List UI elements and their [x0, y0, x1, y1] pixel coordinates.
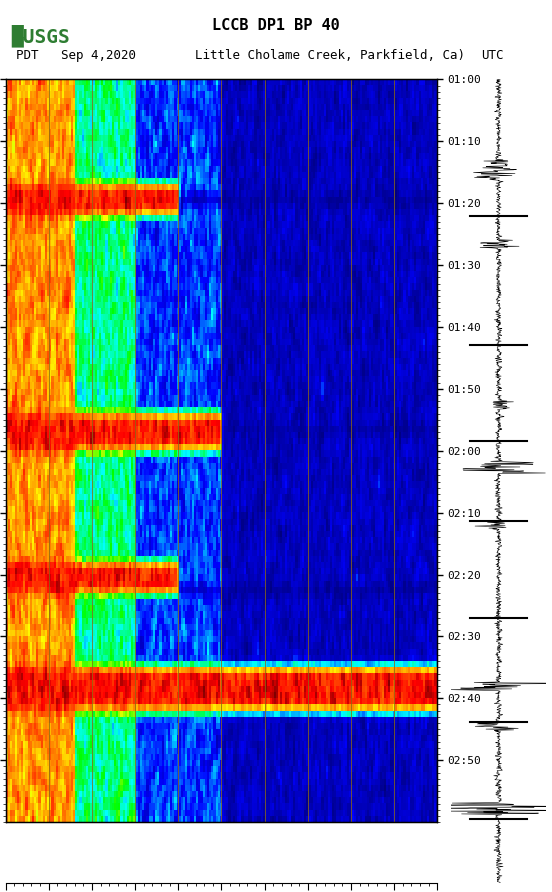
Text: Little Cholame Creek, Parkfield, Ca): Little Cholame Creek, Parkfield, Ca) [195, 49, 465, 62]
Text: PDT   Sep 4,2020: PDT Sep 4,2020 [17, 49, 136, 62]
Text: LCCB DP1 BP 40: LCCB DP1 BP 40 [212, 18, 340, 33]
Text: █USGS: █USGS [11, 24, 70, 47]
Text: UTC: UTC [481, 49, 504, 62]
